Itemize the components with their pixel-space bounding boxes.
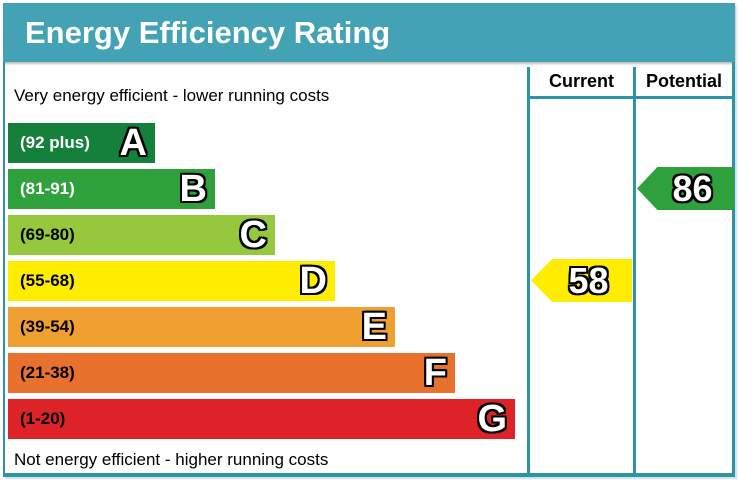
band-row-b: (81-91) B — [8, 169, 215, 209]
band-row-g: (1-20) G — [8, 399, 515, 439]
chart-title: Energy Efficiency Rating — [25, 15, 391, 50]
band-row-a: (92 plus) A — [8, 123, 155, 163]
band-range-label-g: (1-20) — [20, 409, 66, 428]
band-row-e: (39-54) E — [8, 307, 395, 347]
band-row-c: (69-80) C — [8, 215, 275, 255]
band-range-label-c: (69-80) — [20, 225, 75, 244]
band-letter-b: B — [179, 168, 207, 210]
band-letter-a: A — [119, 122, 147, 164]
rating-bands: (92 plus) A (81-91) B (69-80) C (55-68) … — [8, 123, 515, 445]
band-range-label-d: (55-68) — [20, 271, 75, 290]
potential-column-header: Potential — [645, 71, 722, 91]
band-row-f: (21-38) F — [8, 353, 455, 393]
band-range-label-f: (21-38) — [20, 363, 75, 382]
potential-rating-value: 86 — [672, 167, 713, 209]
band-range-label-a: (92 plus) — [20, 133, 90, 152]
current-rating-arrow: 58 — [531, 259, 632, 302]
potential-column-divider — [633, 67, 636, 473]
potential-rating-arrow: 86 — [637, 167, 734, 210]
band-row-d: (55-68) D — [8, 261, 335, 301]
chart-title-bar: Energy Efficiency Rating — [3, 3, 735, 62]
top-efficiency-note: Very energy efficient - lower running co… — [14, 86, 330, 105]
bottom-efficiency-note: Not energy efficient - higher running co… — [14, 450, 329, 469]
column-header-underline — [527, 96, 732, 99]
band-letter-c: C — [239, 214, 267, 256]
rating-table: Current Potential Very energy efficient … — [3, 62, 735, 477]
current-column-divider — [527, 67, 530, 473]
band-range-label-e: (39-54) — [20, 317, 75, 336]
band-letter-f: F — [423, 352, 447, 394]
band-letter-e: E — [361, 306, 387, 348]
band-letter-g: G — [477, 398, 507, 440]
current-rating-value: 58 — [568, 259, 609, 301]
band-letter-d: D — [299, 260, 327, 302]
band-range-label-b: (81-91) — [20, 179, 75, 198]
current-column-header: Current — [548, 71, 614, 91]
